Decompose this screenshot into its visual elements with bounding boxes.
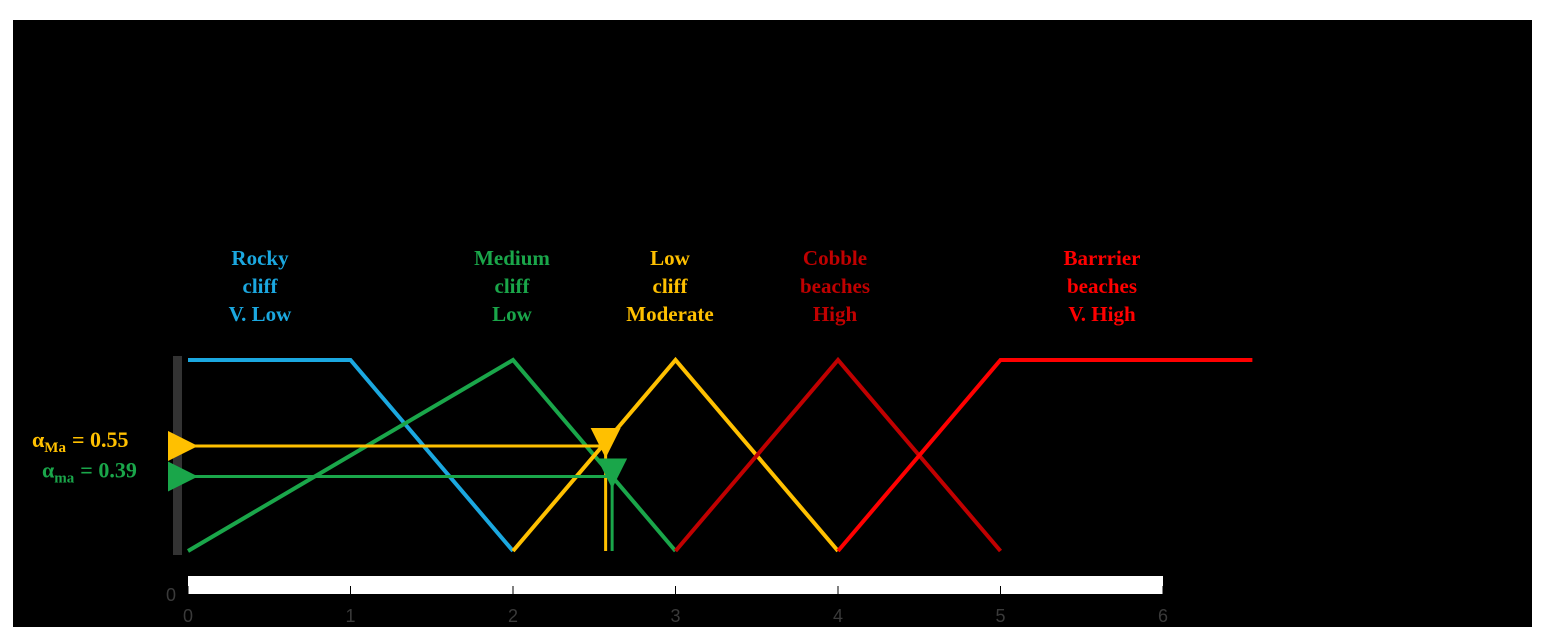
series-label: Cobble xyxy=(803,246,867,270)
series-label: beaches xyxy=(800,274,870,298)
series-label: High xyxy=(813,302,858,326)
alpha-label: αMa = 0.55 xyxy=(32,427,129,456)
x-axis-bar xyxy=(188,576,1163,594)
x-tick-label: 6 xyxy=(1158,606,1168,626)
alpha-label: αma = 0.39 xyxy=(42,458,137,487)
y-axis xyxy=(173,356,182,555)
x-tick-label: 2 xyxy=(508,606,518,626)
series-label: cliff xyxy=(495,274,531,298)
alpha-subscript: ma xyxy=(54,471,74,487)
x-tick-label: 4 xyxy=(833,606,843,626)
background xyxy=(13,20,1532,627)
series-label: Barrrier xyxy=(1064,246,1141,270)
alpha-symbol: α xyxy=(32,427,45,452)
series-label: Low xyxy=(650,246,691,270)
series-label: cliff xyxy=(243,274,279,298)
series-label: cliff xyxy=(653,274,689,298)
series-label: V. High xyxy=(1068,302,1136,326)
series-label: Low xyxy=(492,302,533,326)
x-tick-label: 3 xyxy=(670,606,680,626)
x-tick-label: 0 xyxy=(183,606,193,626)
series-label: Rocky xyxy=(231,246,289,270)
alpha-symbol: α xyxy=(42,458,55,483)
y-tick-label: 0 xyxy=(166,585,176,605)
series-label: V. Low xyxy=(229,302,292,326)
alpha-value: = 0.39 xyxy=(80,458,137,483)
x-tick-label: 1 xyxy=(345,606,355,626)
membership-line xyxy=(673,356,1003,553)
series-label: Moderate xyxy=(626,302,713,326)
membership-line xyxy=(511,356,840,553)
series-label: Medium xyxy=(474,246,550,270)
membership-line xyxy=(836,358,1253,553)
series-label: beaches xyxy=(1067,274,1137,298)
alpha-subscript: Ma xyxy=(44,440,66,456)
membership-line xyxy=(188,358,515,553)
alpha-value: = 0.55 xyxy=(72,427,129,452)
x-tick-label: 5 xyxy=(995,606,1005,626)
